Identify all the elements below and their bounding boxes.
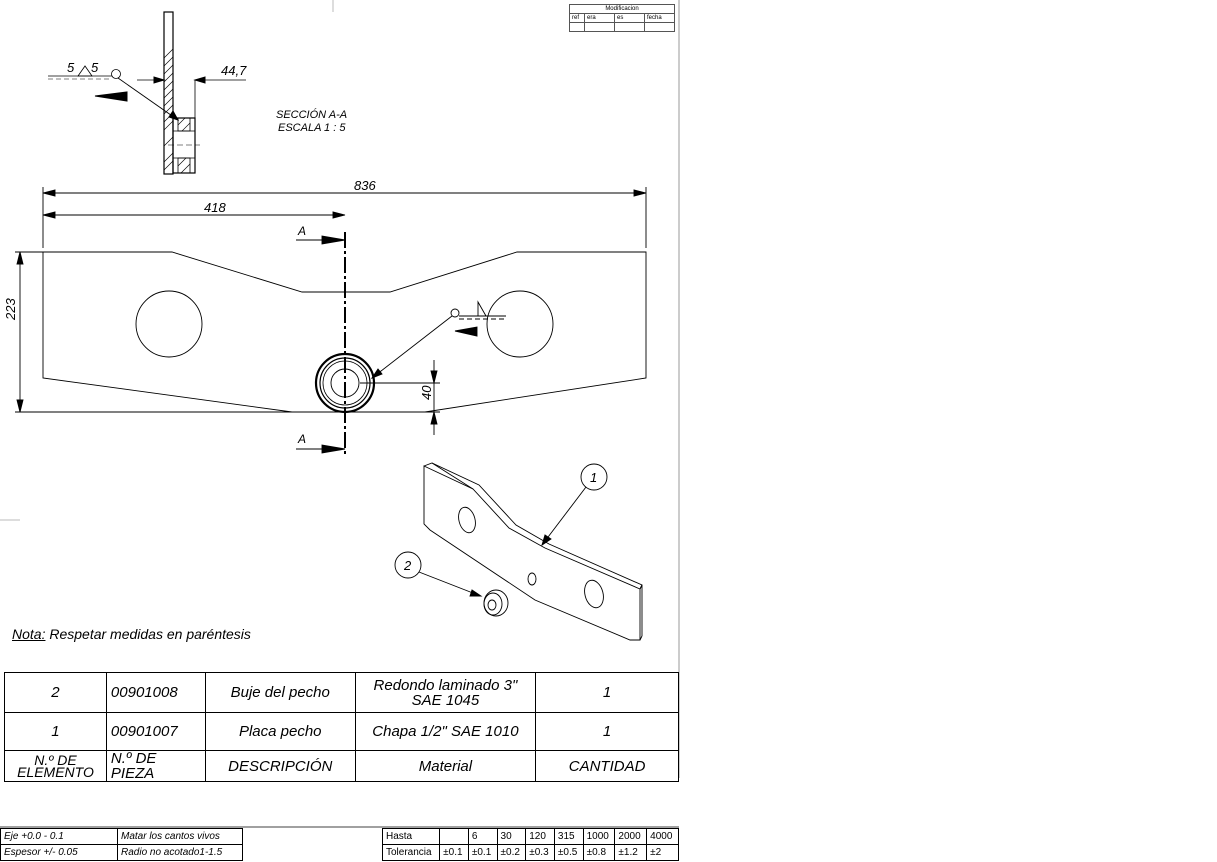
footer-hasta-value: 4000	[646, 828, 679, 845]
footer-tolerance-value: ±0.1	[439, 844, 469, 861]
note-label: Nota:	[12, 626, 46, 642]
isometric-view	[394, 462, 643, 641]
revision-header-es: es	[614, 13, 645, 23]
bom-description: Placa pecho	[204, 712, 356, 751]
footer-hasta-value: 315	[553, 828, 584, 845]
footer-tolerance-label: Tolerancia	[381, 844, 441, 861]
bom-header-quantity: CANTIDAD	[535, 750, 679, 782]
footer-general-notes: Eje +0.0 - 0.1 Matar los cantos vivos Es…	[0, 828, 243, 861]
bom-header-part: N.º DE PIEZA	[105, 750, 206, 782]
section-view	[48, 11, 246, 175]
footer-tolerance-value: ±0.3	[525, 844, 555, 861]
revision-header-era: era	[584, 13, 615, 23]
bom-item: 1	[4, 712, 107, 751]
footer-tolerance-value: ±0.5	[553, 844, 584, 861]
bom-header-description: DESCRIPCIÓN	[204, 750, 356, 782]
balloon-1-label: 1	[590, 470, 597, 485]
footer-hasta-value: 120	[525, 828, 555, 845]
bom-header-item: N.º DE ELEMENTO	[4, 750, 107, 782]
cut-label-top: A	[297, 224, 306, 238]
footer-note-radius: Radio no acotado1-1.5	[117, 844, 243, 861]
footer-thickness-tolerance: Espesor +/- 0.05	[0, 844, 118, 861]
revision-header-fecha: fecha	[644, 13, 675, 23]
bom-header-row: N.º DE ELEMENTO N.º DE PIEZA DESCRIPCIÓN…	[4, 750, 679, 782]
bom-row: 1 00901007 Placa pecho Chapa 1/2" SAE 10…	[4, 712, 679, 751]
bom-item: 2	[4, 672, 107, 713]
footer-tolerance-value: ±0.2	[496, 844, 527, 861]
footer-tolerance-value: ±1.2	[614, 844, 648, 861]
revision-block: Modificacion ref era es fecha	[569, 4, 675, 32]
bom-part-number: 00901007	[105, 712, 206, 751]
bom-quantity: 1	[535, 712, 679, 751]
revision-title: Modificacion	[569, 4, 675, 14]
footer-hasta-value: 2000	[614, 828, 648, 845]
weld-size-left: 5	[67, 60, 75, 75]
bom-material: Chapa 1/2" SAE 1010	[354, 712, 537, 751]
bom-header-material: Material	[354, 750, 537, 782]
dim-half-length: 418	[204, 200, 226, 215]
footer-note-edges: Matar los cantos vivos	[117, 828, 243, 845]
footer-tolerance-value: ±0.1	[467, 844, 498, 861]
footer-shaft-tolerance: Eje +0.0 - 0.1	[0, 828, 118, 845]
revision-header-ref: ref	[569, 13, 585, 23]
footer-tolerance-value: ±2	[646, 844, 679, 861]
cut-label-bottom: A	[297, 432, 306, 446]
drawing-note: Nota: Respetar medidas en paréntesis	[12, 626, 251, 642]
bom-description: Buje del pecho	[204, 672, 356, 713]
footer-hasta-label: Hasta	[381, 828, 441, 845]
footer-hasta-value: 6	[467, 828, 498, 845]
weld-size-right: 5	[91, 60, 99, 75]
section-title: SECCIÓN A-A	[276, 108, 347, 121]
balloon-2-label: 2	[403, 558, 412, 573]
bom-quantity: 1	[535, 672, 679, 713]
footer-hasta-value: 1000	[582, 828, 616, 845]
bill-of-materials: 2 00901008 Buje del pecho Redondo lamina…	[4, 672, 679, 782]
bom-row: 2 00901008 Buje del pecho Redondo lamina…	[4, 672, 679, 713]
footer-tolerance-value: ±0.8	[582, 844, 616, 861]
section-scale: ESCALA 1 : 5	[278, 122, 346, 134]
dimension-thickness: 44,7	[221, 63, 247, 78]
dim-total-length: 836	[354, 178, 376, 193]
footer-tolerance-table: Hasta 6 30 120 315 1000 2000 4000 Tolera…	[381, 828, 679, 861]
note-text: Respetar medidas en paréntesis	[45, 626, 251, 642]
bom-material: Redondo laminado 3" SAE 1045	[354, 672, 537, 713]
front-view	[15, 187, 647, 455]
bom-part-number: 00901008	[105, 672, 206, 713]
dim-bushing-offset: 40	[419, 385, 434, 400]
footer-hasta-value: 30	[496, 828, 527, 845]
dim-height: 223	[3, 298, 18, 321]
